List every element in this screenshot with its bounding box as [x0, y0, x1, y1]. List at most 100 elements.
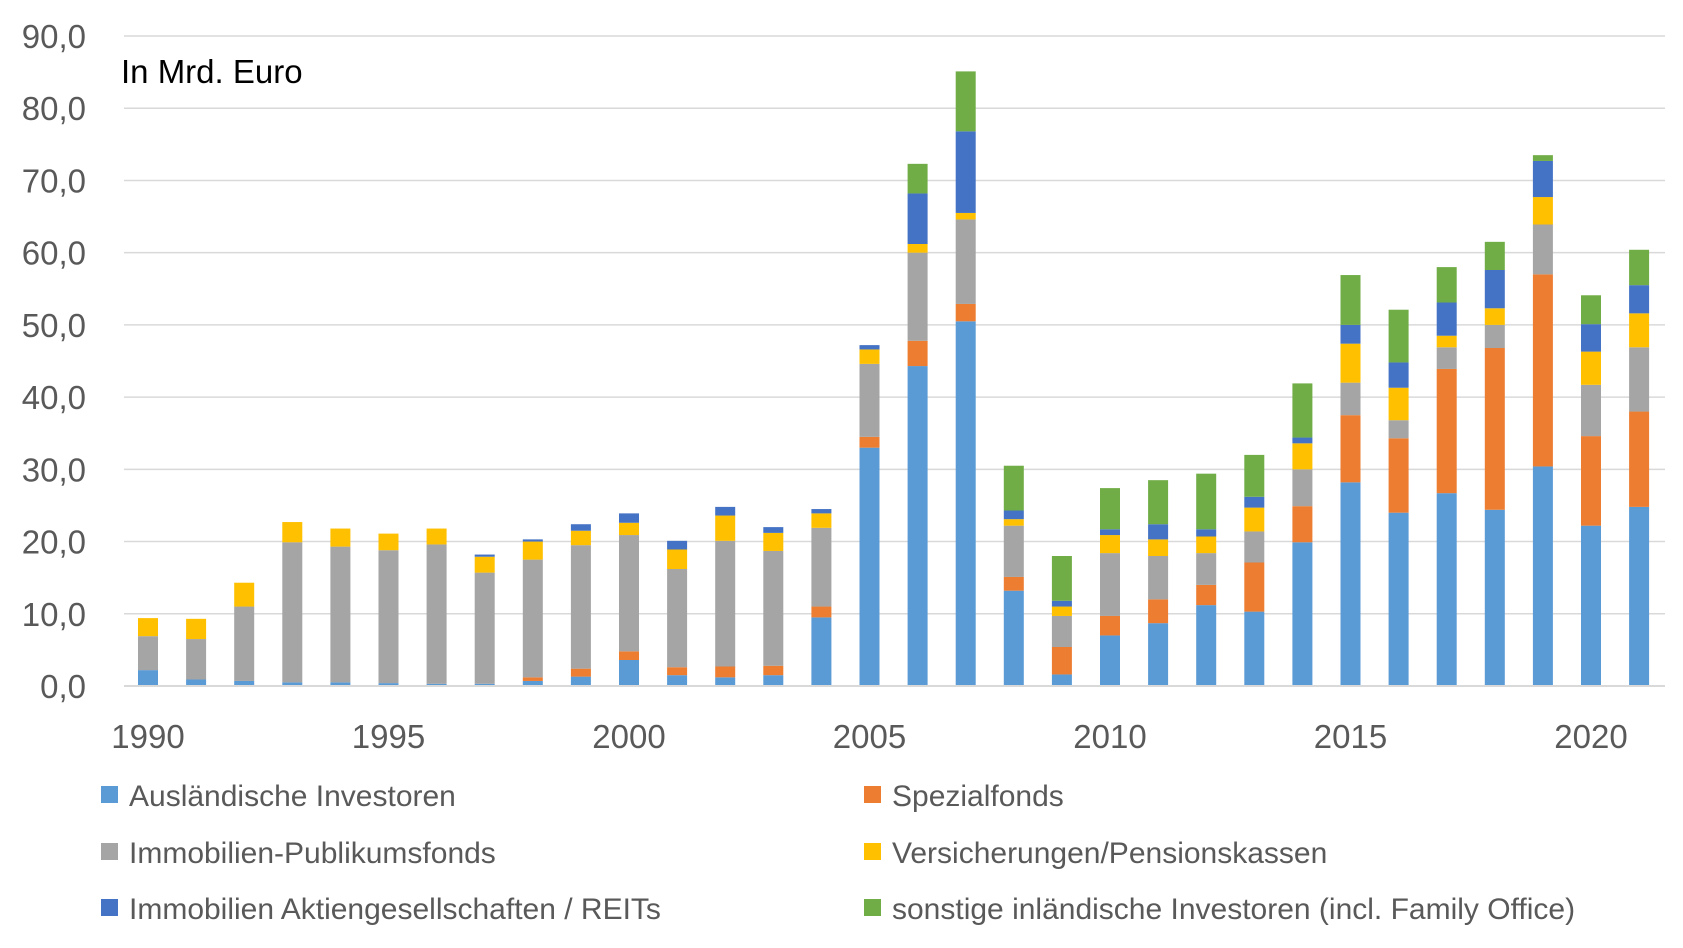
legend-label: Versicherungen/Pensionskassen — [892, 837, 1327, 870]
bar-segment — [1340, 275, 1361, 325]
bar-segment — [667, 549, 688, 569]
bar-segment — [474, 683, 495, 686]
bar-segment — [522, 539, 543, 542]
bar-segment — [859, 436, 880, 448]
unit-label: In Mrd. Euro — [121, 53, 303, 90]
bar-segment — [570, 668, 591, 677]
y-tick-label: 60,0 — [22, 235, 86, 272]
bar-segment — [955, 71, 976, 132]
bar-segment — [1244, 507, 1265, 532]
bar-segment — [1148, 524, 1169, 540]
bar-segment — [1388, 512, 1409, 686]
legend-label: Immobilien-Publikumsfonds — [129, 837, 496, 870]
y-tick-label: 50,0 — [22, 307, 86, 344]
bar-segment — [1100, 535, 1120, 554]
bar-segment — [186, 679, 207, 686]
bar-segment — [955, 303, 976, 322]
bar-segment — [378, 533, 399, 551]
legend-swatch — [101, 899, 118, 916]
bar-segment — [1003, 465, 1024, 511]
bar-segment — [138, 670, 158, 686]
bar-segment — [1196, 584, 1217, 606]
bar-segment — [1629, 313, 1650, 348]
x-axis-ticks: 1990 1995 2000 2005 2010 2015 2020 — [111, 718, 1627, 755]
bar-segment — [859, 349, 880, 364]
x-tick-label: 2000 — [592, 718, 665, 755]
bar-segment — [859, 447, 880, 686]
bar-segment — [763, 550, 784, 666]
bar-segment — [1436, 335, 1457, 348]
bar-segment — [138, 636, 158, 671]
bar-segment — [474, 572, 495, 684]
bar-segment — [955, 212, 976, 220]
bar-segment — [570, 676, 591, 686]
bar-segment — [282, 542, 303, 683]
bar-segment — [1484, 241, 1505, 270]
bar-segment — [522, 541, 543, 560]
bar-segment — [1532, 274, 1553, 467]
bar-segment — [1003, 576, 1024, 591]
bar-segment — [1532, 197, 1553, 225]
bar-segment — [1581, 324, 1601, 352]
y-tick-label: 70,0 — [22, 162, 86, 199]
bar-segment — [570, 545, 591, 669]
bar-segment — [378, 683, 399, 686]
legend-label: Spezialfonds — [892, 780, 1064, 813]
bar-segment — [1629, 285, 1650, 314]
bar-segment — [186, 639, 207, 680]
bar-segment — [1581, 436, 1601, 526]
bar-segment — [282, 522, 303, 543]
bar-segment — [330, 682, 351, 686]
bar-segment — [1581, 525, 1601, 686]
bar-segment — [1051, 647, 1072, 675]
bar-segment — [474, 556, 495, 573]
bar-segment — [522, 677, 543, 681]
bar-segment — [1436, 267, 1457, 303]
bar-segment — [907, 366, 928, 686]
bar-segment — [426, 528, 447, 545]
bar-segment — [1629, 249, 1650, 286]
x-tick-label: 1995 — [352, 718, 425, 755]
bar-segment — [763, 532, 784, 551]
bar-segment — [1436, 493, 1457, 686]
bar-segment — [667, 675, 688, 686]
y-tick-label: 0,0 — [40, 668, 86, 705]
bar-segment — [1100, 635, 1120, 686]
bar-segment — [907, 340, 928, 367]
bar-segment — [330, 528, 351, 547]
bar-segment — [282, 682, 303, 686]
bar-segment — [667, 667, 688, 676]
bar-segment — [1292, 437, 1313, 444]
bar-segment — [811, 527, 832, 607]
bar-segment — [1484, 509, 1505, 686]
bar-segment — [907, 252, 928, 341]
bar-segment — [619, 651, 639, 660]
bar-segment — [715, 506, 736, 516]
bar-segment — [570, 530, 591, 546]
bar-segment — [1148, 480, 1169, 525]
bar-segment — [474, 554, 495, 557]
bar-segment — [234, 582, 255, 607]
y-tick-label: 10,0 — [22, 596, 86, 633]
bar-segment — [907, 163, 928, 194]
bar-segment — [1196, 473, 1217, 530]
bar-segment — [1196, 536, 1217, 554]
bar-segment — [330, 546, 351, 683]
bar-segment — [1388, 387, 1409, 421]
bar-segment — [1244, 454, 1265, 497]
bar-segment — [907, 193, 928, 244]
bar-segment — [667, 569, 688, 668]
bar-segment — [1292, 542, 1313, 686]
bar-segment — [1051, 606, 1072, 616]
bar-segment — [1196, 605, 1217, 686]
bar-segment — [1581, 351, 1601, 385]
bar-segment — [811, 513, 832, 528]
bar-segment — [378, 550, 399, 684]
bar-segment — [955, 131, 976, 213]
bar-segment — [1484, 324, 1505, 348]
legend-label: Ausländische Investoren — [129, 780, 456, 813]
bar-segment — [1532, 155, 1553, 161]
bar-segment — [1388, 438, 1409, 513]
